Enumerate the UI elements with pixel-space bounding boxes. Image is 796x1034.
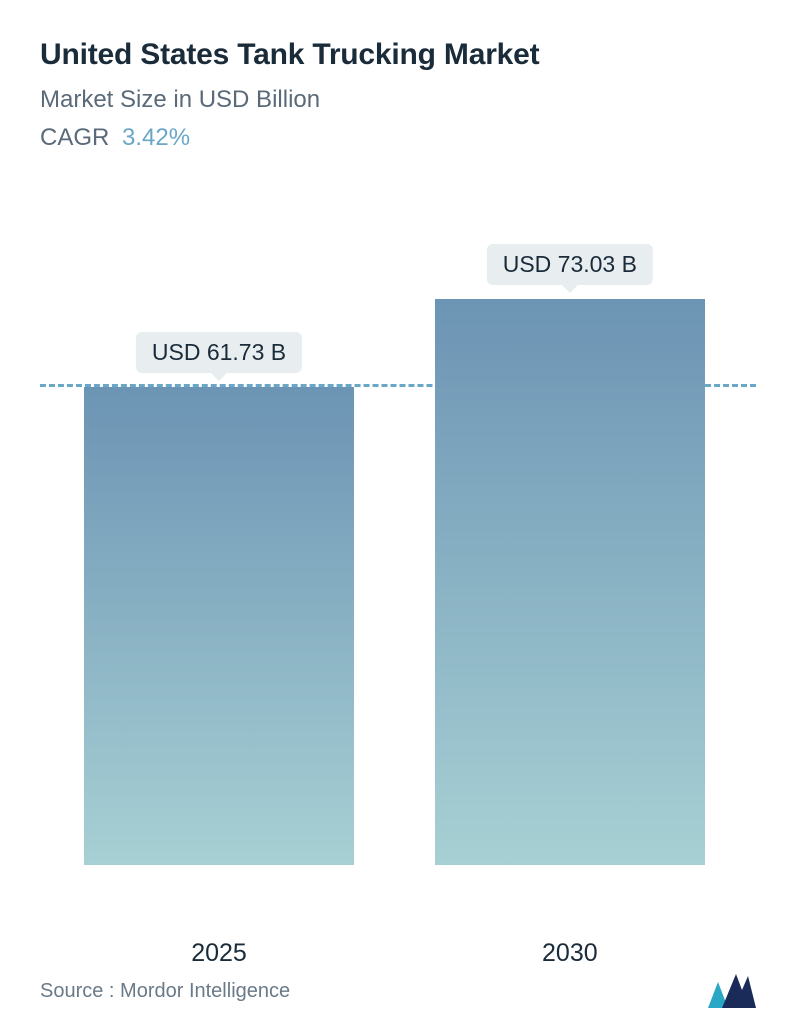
- subtitle: Market Size in USD Billion: [40, 86, 756, 114]
- bar-2030: [435, 299, 705, 865]
- brand-logo-icon: [708, 974, 756, 1008]
- x-label-2025: 2025: [191, 939, 247, 968]
- chart-area: USD 61.73 BUSD 73.03 B 20252030: [40, 245, 756, 925]
- header-block: United States Tank Trucking Market Marke…: [40, 38, 756, 152]
- footer: Source : Mordor Intelligence: [40, 974, 756, 1008]
- cagr-row: CAGR 3.42%: [40, 124, 756, 152]
- page: United States Tank Trucking Market Marke…: [0, 0, 796, 1034]
- source-text: Source : Mordor Intelligence: [40, 980, 290, 1003]
- cagr-label: CAGR: [40, 124, 109, 151]
- x-axis-labels: 2025 2030: [40, 939, 756, 979]
- value-pill-2030: USD 73.03 B: [487, 244, 653, 285]
- x-label-2030: 2030: [542, 939, 598, 968]
- bar-2025: [84, 387, 354, 865]
- plot-region: USD 61.73 B USD 73.03 B: [40, 245, 756, 865]
- value-pill-2025: USD 61.73 B: [136, 332, 302, 373]
- cagr-value: 3.42%: [122, 124, 190, 151]
- page-title: United States Tank Trucking Market: [40, 38, 756, 72]
